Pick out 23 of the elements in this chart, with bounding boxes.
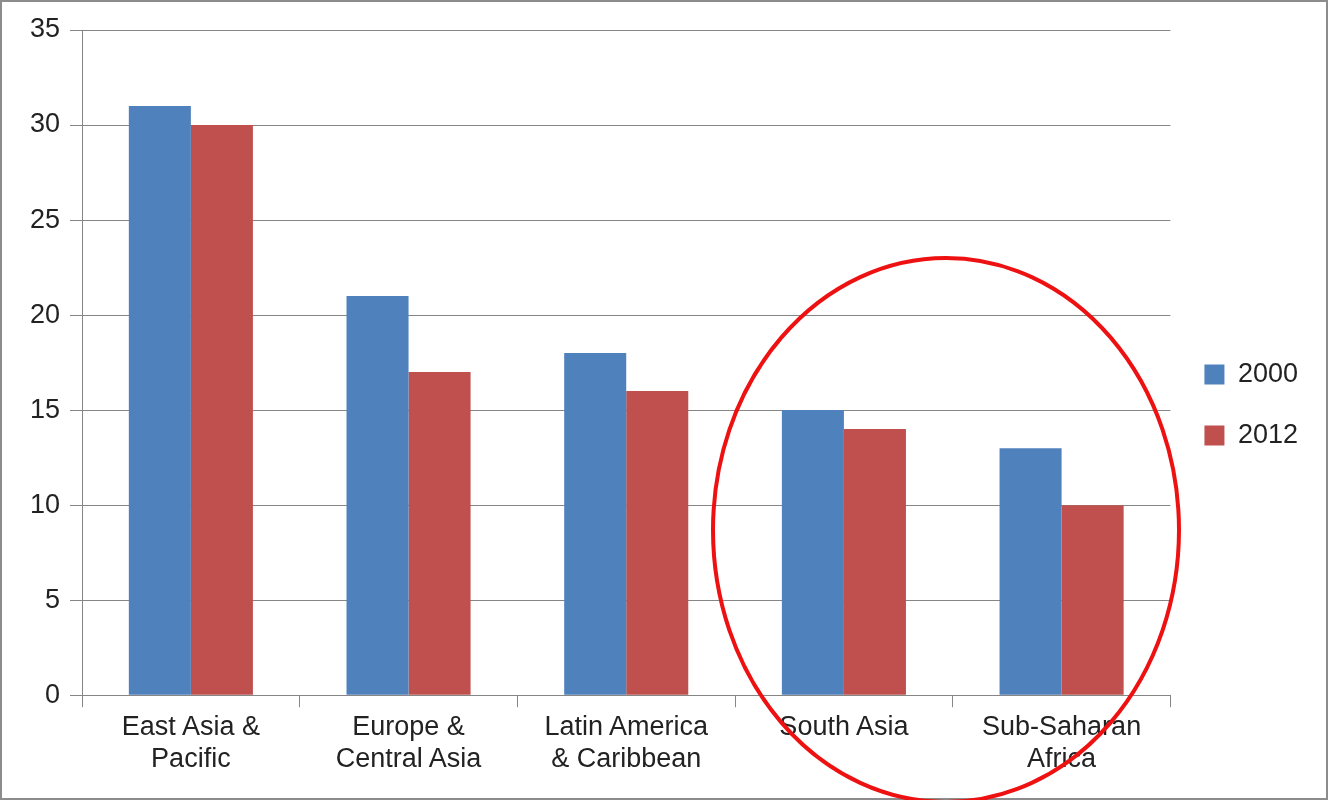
y-tick-label: 0 (45, 678, 61, 709)
y-tick-label: 20 (29, 298, 61, 329)
bar (843, 429, 906, 695)
bar (190, 125, 253, 695)
y-tick-label: 35 (29, 13, 61, 44)
y-tick-label: 15 (29, 393, 61, 424)
x-tick-label: Europe & Central Asia (335, 710, 483, 774)
bar (1061, 505, 1124, 695)
y-tick-label: 5 (45, 583, 61, 614)
bar (564, 353, 627, 695)
y-tick-label: 30 (29, 108, 61, 139)
bar (781, 410, 844, 695)
bar (408, 372, 471, 695)
bar (128, 106, 191, 695)
bar (626, 391, 689, 695)
legend-label: 2000 (1237, 357, 1299, 388)
bar (346, 296, 409, 695)
y-tick-label: 25 (29, 203, 61, 234)
legend-label: 2012 (1237, 418, 1299, 449)
bar (999, 448, 1062, 695)
x-tick-label: East Asia & Pacific (121, 710, 260, 774)
x-tick-label: Latin America & Caribbean (544, 710, 709, 774)
y-tick-label: 10 (29, 488, 61, 519)
